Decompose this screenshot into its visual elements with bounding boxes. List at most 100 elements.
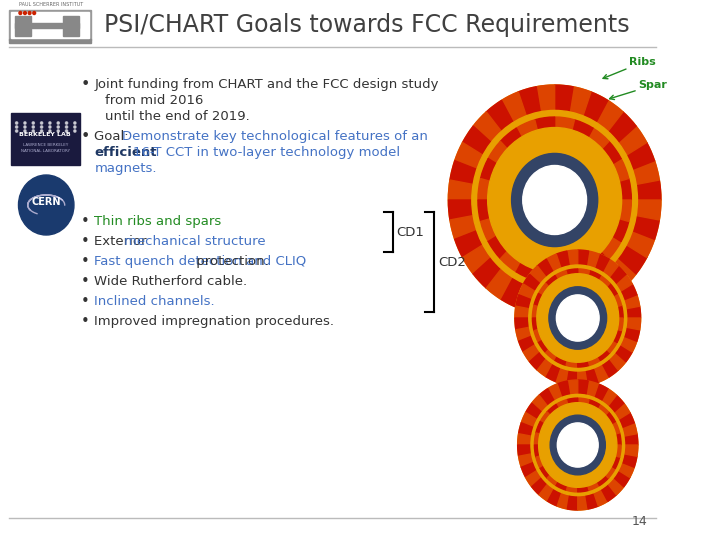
Text: mechanical structure: mechanical structure <box>124 235 265 248</box>
Wedge shape <box>523 345 540 362</box>
Text: CD1: CD1 <box>397 226 425 239</box>
Wedge shape <box>500 128 521 149</box>
Wedge shape <box>626 318 641 330</box>
Wedge shape <box>636 200 661 220</box>
Bar <box>15 16 32 36</box>
Wedge shape <box>535 117 554 130</box>
Circle shape <box>512 153 598 247</box>
Wedge shape <box>611 422 620 434</box>
Text: CD2: CD2 <box>438 255 466 268</box>
Wedge shape <box>536 288 554 315</box>
Wedge shape <box>535 270 554 283</box>
Wedge shape <box>567 495 577 510</box>
Circle shape <box>49 130 51 132</box>
Wedge shape <box>473 258 501 288</box>
Wedge shape <box>540 412 550 424</box>
Circle shape <box>523 165 587 234</box>
Bar <box>9 39 91 43</box>
Text: Fast quench detection and CLIQ: Fast quench detection and CLIQ <box>94 255 307 268</box>
Wedge shape <box>557 368 570 385</box>
Circle shape <box>73 122 76 124</box>
Circle shape <box>32 130 35 132</box>
Text: Demonstrate key technological features of an: Demonstrate key technological features o… <box>122 130 428 143</box>
Wedge shape <box>450 215 477 239</box>
Circle shape <box>19 175 74 235</box>
Wedge shape <box>602 236 621 259</box>
Circle shape <box>537 274 618 362</box>
Wedge shape <box>624 295 639 309</box>
Text: •: • <box>81 314 89 329</box>
Wedge shape <box>500 251 521 272</box>
Circle shape <box>73 126 76 128</box>
Circle shape <box>19 11 22 15</box>
Circle shape <box>66 122 68 124</box>
Bar <box>9 10 91 40</box>
Wedge shape <box>598 275 610 287</box>
Wedge shape <box>480 159 497 181</box>
Wedge shape <box>588 271 600 280</box>
Wedge shape <box>567 250 577 266</box>
Wedge shape <box>567 380 577 395</box>
Wedge shape <box>567 486 577 492</box>
Wedge shape <box>462 126 491 155</box>
Wedge shape <box>624 445 638 456</box>
Text: LAWRENCE BERKELEY: LAWRENCE BERKELEY <box>22 143 68 147</box>
Wedge shape <box>546 349 557 361</box>
Wedge shape <box>539 284 549 296</box>
Wedge shape <box>613 403 630 420</box>
Wedge shape <box>557 251 570 268</box>
Wedge shape <box>518 454 534 467</box>
Wedge shape <box>566 269 577 275</box>
Wedge shape <box>526 403 542 420</box>
Wedge shape <box>588 482 600 490</box>
Wedge shape <box>536 85 554 112</box>
Wedge shape <box>462 245 491 274</box>
Wedge shape <box>554 117 575 130</box>
Wedge shape <box>567 370 577 386</box>
Wedge shape <box>577 486 589 492</box>
Wedge shape <box>596 100 623 131</box>
Wedge shape <box>598 349 610 361</box>
Wedge shape <box>602 141 621 164</box>
Text: Wide Rutherford cable.: Wide Rutherford cable. <box>94 275 248 288</box>
Wedge shape <box>515 306 529 318</box>
Wedge shape <box>521 462 537 477</box>
Text: Spar: Spar <box>638 80 667 90</box>
Wedge shape <box>618 126 647 155</box>
Wedge shape <box>548 489 562 506</box>
Text: Improved impregnation procedures.: Improved impregnation procedures. <box>94 315 334 328</box>
Circle shape <box>24 126 26 128</box>
Text: PAUL SCHERRER INSTITUT: PAUL SCHERRER INSTITUT <box>19 2 83 7</box>
Circle shape <box>557 295 599 341</box>
Circle shape <box>531 394 624 496</box>
Wedge shape <box>488 141 508 164</box>
Circle shape <box>539 403 617 487</box>
Circle shape <box>549 287 607 349</box>
Wedge shape <box>547 404 558 415</box>
Wedge shape <box>547 475 558 485</box>
Text: NATIONAL LABORATORY: NATIONAL LABORATORY <box>21 149 70 153</box>
Wedge shape <box>518 284 540 313</box>
Text: BERKELEY LAB: BERKELEY LAB <box>19 132 71 138</box>
Circle shape <box>557 423 598 467</box>
Wedge shape <box>554 288 573 315</box>
Wedge shape <box>534 445 540 457</box>
Wedge shape <box>608 258 636 288</box>
Wedge shape <box>620 284 636 300</box>
Wedge shape <box>539 340 549 353</box>
Wedge shape <box>586 381 598 397</box>
Wedge shape <box>523 274 540 292</box>
Circle shape <box>24 122 26 124</box>
Wedge shape <box>577 250 589 266</box>
Wedge shape <box>478 200 490 221</box>
Circle shape <box>16 126 18 128</box>
Wedge shape <box>502 278 526 308</box>
Wedge shape <box>601 389 616 406</box>
Text: PSI/CHART Goals towards FCC Requirements: PSI/CHART Goals towards FCC Requirements <box>104 13 629 37</box>
Wedge shape <box>577 370 589 386</box>
Circle shape <box>487 127 621 273</box>
Wedge shape <box>516 120 537 137</box>
Wedge shape <box>539 389 554 406</box>
Text: Joint funding from CHART and the FCC design study: Joint funding from CHART and the FCC des… <box>94 78 438 91</box>
Wedge shape <box>595 364 609 382</box>
